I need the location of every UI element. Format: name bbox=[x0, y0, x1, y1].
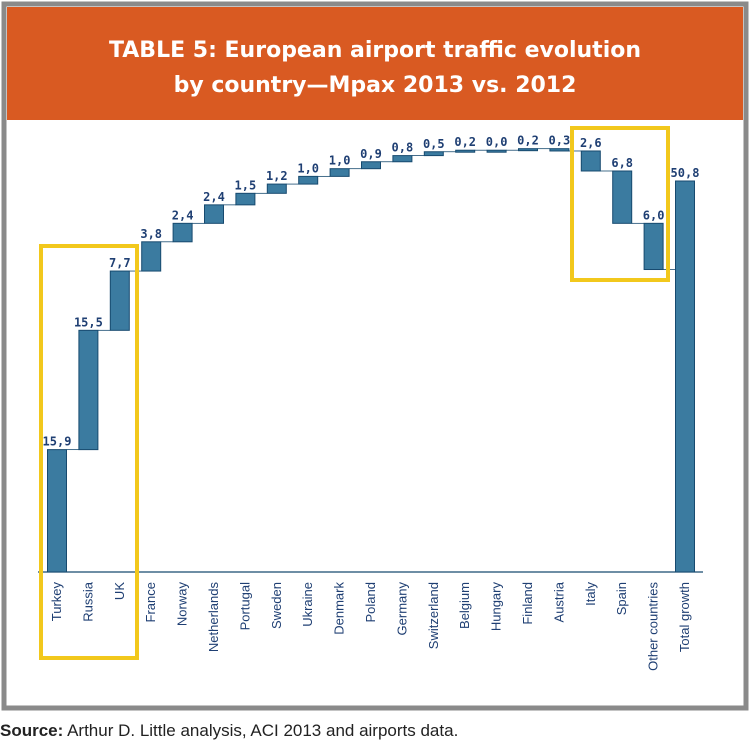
chart-title-line-1: TABLE 5: European airport traffic evolut… bbox=[109, 38, 641, 63]
category-label-russia: Russia bbox=[80, 581, 95, 622]
plot-area: 15,9 Turkey 15,5 Russia 7,7 UK 3,8 France 2,4 Nor… bbox=[38, 126, 703, 671]
bar-total-growth bbox=[675, 180, 695, 573]
bar-russia bbox=[78, 329, 99, 451]
value-label-total-growth: 50,8 bbox=[671, 166, 700, 180]
bar-other-countries bbox=[643, 222, 664, 271]
category-label-poland: Poland bbox=[363, 582, 378, 622]
bar-netherlands bbox=[204, 204, 224, 224]
source-text: Arthur D. Little analysis, ACI 2013 and … bbox=[63, 721, 459, 740]
value-label-turkey: 15,9 bbox=[43, 435, 72, 449]
bar-ukraine bbox=[298, 175, 319, 185]
category-label-belgium: Belgium bbox=[457, 582, 472, 629]
category-label-spain: Spain bbox=[614, 582, 629, 615]
value-label-netherlands: 2,4 bbox=[203, 190, 225, 204]
category-label-netherlands: Netherlands bbox=[206, 582, 221, 653]
value-label-russia: 15,5 bbox=[74, 315, 103, 329]
value-label-sweden: 1,2 bbox=[266, 169, 288, 183]
category-label-sweden: Sweden bbox=[269, 582, 284, 629]
category-label-italy: Italy bbox=[583, 582, 598, 606]
value-label-switzerland: 0,5 bbox=[423, 137, 445, 151]
value-label-poland: 0,9 bbox=[360, 147, 382, 161]
highlight-box-decliners bbox=[570, 126, 670, 282]
bar-spain bbox=[612, 170, 633, 224]
title-banner bbox=[7, 7, 743, 120]
value-label-austria: 0,3 bbox=[549, 134, 571, 148]
value-label-belgium: 0,2 bbox=[454, 135, 476, 149]
value-label-norway: 2,4 bbox=[172, 208, 194, 222]
bar-poland bbox=[361, 161, 381, 170]
category-label-switzerland: Switzerland bbox=[426, 582, 441, 649]
category-label-france: France bbox=[143, 582, 158, 622]
category-label-turkey: Turkey bbox=[49, 582, 64, 622]
category-label-ukraine: Ukraine bbox=[300, 582, 315, 627]
category-label-hungary: Hungary bbox=[489, 582, 504, 632]
value-label-finland: 0,2 bbox=[517, 134, 539, 148]
bar-denmark bbox=[329, 168, 350, 177]
value-label-ukraine: 1,0 bbox=[297, 161, 319, 175]
category-label-germany: Germany bbox=[394, 582, 409, 636]
value-label-denmark: 1,0 bbox=[329, 154, 351, 168]
category-label-other-countries: Other countries bbox=[646, 582, 661, 671]
category-label-portugal: Portugal bbox=[237, 582, 252, 631]
value-label-uk: 7,7 bbox=[109, 256, 131, 270]
category-label-finland: Finland bbox=[520, 582, 535, 625]
value-label-france: 3,8 bbox=[140, 227, 162, 241]
bar-italy bbox=[580, 150, 601, 172]
chart-figure: TABLE 5: European airport traffic evolut… bbox=[1, 1, 749, 711]
bar-uk bbox=[109, 270, 130, 331]
category-label-norway: Norway bbox=[175, 582, 190, 627]
bar-austria bbox=[549, 148, 570, 152]
category-label-total-growth: Total growth bbox=[677, 582, 692, 652]
source-note: Source: Arthur D. Little analysis, ACI 2… bbox=[0, 721, 458, 741]
bar-turkey bbox=[47, 449, 67, 573]
category-label-denmark: Denmark bbox=[332, 582, 347, 635]
value-label-other-countries: 6,0 bbox=[643, 208, 665, 222]
value-label-italy: 2,6 bbox=[580, 136, 602, 150]
category-label-uk: UK bbox=[112, 582, 127, 600]
bar-sweden bbox=[266, 183, 287, 194]
chart-border bbox=[1, 1, 749, 711]
highlight-box-growth-leaders bbox=[39, 244, 139, 660]
value-label-hungary: 0,0 bbox=[486, 135, 508, 149]
bar-switzerland bbox=[423, 151, 444, 157]
value-label-portugal: 1,5 bbox=[235, 178, 257, 192]
bar-portugal bbox=[235, 192, 256, 206]
chart-title-line-2: by country—Mpax 2013 vs. 2012 bbox=[174, 73, 577, 98]
bar-belgium bbox=[455, 149, 476, 153]
bar-france bbox=[141, 241, 162, 272]
bar-hungary bbox=[486, 149, 507, 153]
waterfall-chart: TABLE 5: European airport traffic evolut… bbox=[1, 1, 749, 711]
source-label: Source: bbox=[0, 721, 64, 740]
bar-finland bbox=[518, 148, 538, 152]
value-label-spain: 6,8 bbox=[611, 156, 633, 170]
value-label-germany: 0,8 bbox=[392, 141, 414, 155]
category-label-austria: Austria bbox=[551, 581, 566, 622]
bar-germany bbox=[392, 155, 413, 163]
bar-norway bbox=[172, 222, 193, 243]
